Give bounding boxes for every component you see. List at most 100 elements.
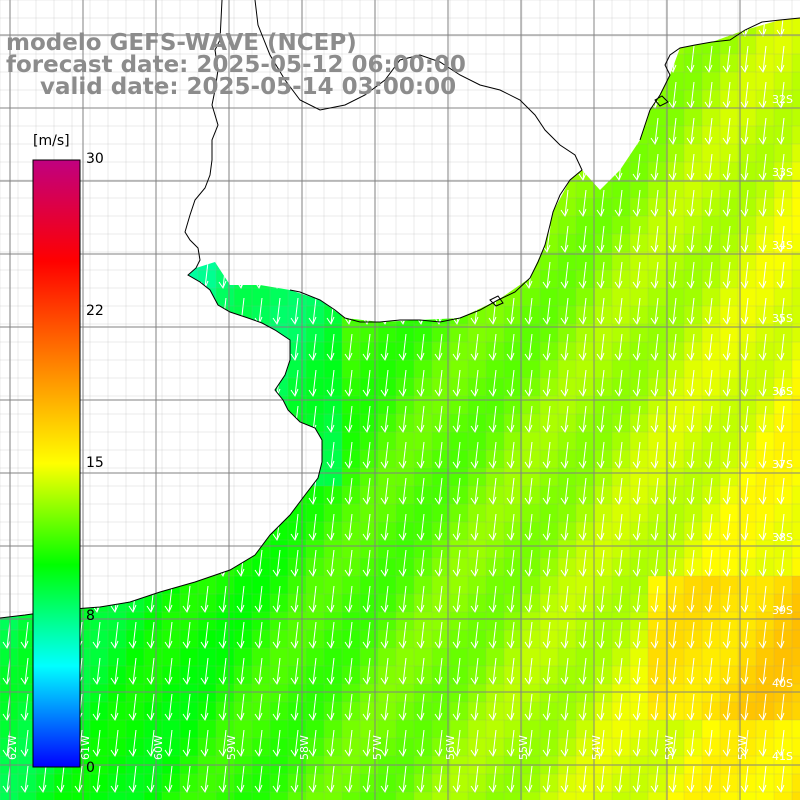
wind-arrow <box>380 297 389 326</box>
speed-cell <box>252 432 270 450</box>
wind-arrow <box>2 441 11 470</box>
speed-cell <box>522 162 540 180</box>
speed-cell <box>576 0 594 18</box>
speed-cell <box>738 540 756 558</box>
speed-cell <box>612 432 630 450</box>
wind-arrow <box>596 45 605 74</box>
wind-arrow <box>380 189 389 218</box>
wind-arrow <box>380 225 389 254</box>
wind-arrow <box>110 477 119 506</box>
speed-cell <box>630 792 648 800</box>
speed-cell <box>90 198 108 216</box>
speed-cell <box>234 450 252 468</box>
speed-cell <box>666 792 684 800</box>
speed-cell <box>468 288 486 306</box>
speed-cell <box>486 54 504 72</box>
speed-cell <box>414 540 432 558</box>
speed-cell <box>234 540 252 558</box>
speed-cell <box>144 522 162 540</box>
speed-cell <box>306 432 324 450</box>
speed-cell <box>630 720 648 738</box>
speed-cell <box>450 216 468 234</box>
speed-cell <box>144 558 162 576</box>
speed-cell <box>252 342 270 360</box>
wind-arrow <box>380 261 389 290</box>
speed-cell <box>216 378 234 396</box>
speed-cell <box>450 720 468 738</box>
lon-label: 56W <box>444 735 457 760</box>
speed-cell <box>450 180 468 198</box>
speed-cell <box>54 792 72 800</box>
speed-cell <box>468 162 486 180</box>
speed-cell <box>720 432 738 450</box>
speed-cell <box>162 648 180 666</box>
speed-cell <box>576 324 594 342</box>
speed-cell <box>90 180 108 198</box>
wind-arrow <box>362 297 371 326</box>
wind-arrow <box>200 189 209 218</box>
speed-cell <box>126 540 144 558</box>
speed-cell <box>774 684 792 702</box>
speed-cell <box>792 612 800 630</box>
speed-cell <box>270 450 288 468</box>
speed-cell <box>486 360 504 378</box>
speed-cell <box>198 558 216 576</box>
speed-cell <box>216 432 234 450</box>
wind-arrow <box>614 45 623 74</box>
speed-cell <box>738 648 756 666</box>
speed-cell <box>180 162 198 180</box>
speed-cell <box>684 324 702 342</box>
speed-cell <box>216 558 234 576</box>
speed-cell <box>324 504 342 522</box>
speed-cell <box>216 468 234 486</box>
speed-cell <box>378 234 396 252</box>
speed-cell <box>558 504 576 522</box>
speed-cell <box>450 126 468 144</box>
speed-cell <box>504 162 522 180</box>
speed-cell <box>144 126 162 144</box>
speed-cell <box>486 324 504 342</box>
wind-arrow <box>290 189 299 218</box>
speed-cell <box>738 324 756 342</box>
speed-cell <box>432 252 450 270</box>
speed-cell <box>306 648 324 666</box>
wind-arrow <box>686 18 695 38</box>
speed-cell <box>324 432 342 450</box>
wind-arrow <box>146 477 155 506</box>
speed-cell <box>342 108 360 126</box>
speed-cell <box>414 360 432 378</box>
speed-cell <box>234 720 252 738</box>
speed-cell <box>756 612 774 630</box>
speed-cell <box>522 72 540 90</box>
speed-cell <box>666 504 684 522</box>
wind-arrow <box>560 45 569 74</box>
wind-arrow <box>236 189 245 218</box>
speed-cell <box>162 486 180 504</box>
wind-arrow <box>704 18 713 38</box>
speed-cell <box>558 36 576 54</box>
speed-cell <box>666 180 684 198</box>
speed-cell <box>270 684 288 702</box>
speed-cell <box>414 180 432 198</box>
speed-cell <box>504 360 522 378</box>
speed-cell <box>774 72 792 90</box>
speed-cell <box>162 414 180 432</box>
speed-cell <box>396 306 414 324</box>
wind-arrow <box>164 225 173 254</box>
speed-cell <box>648 720 666 738</box>
wind-arrow <box>200 297 209 326</box>
speed-cell <box>738 576 756 594</box>
speed-cell <box>468 198 486 216</box>
speed-cell <box>666 0 684 18</box>
speed-cell <box>234 396 252 414</box>
speed-cell <box>486 180 504 198</box>
speed-cell <box>162 306 180 324</box>
speed-cell <box>180 378 198 396</box>
speed-cell <box>216 486 234 504</box>
speed-cell <box>576 18 594 36</box>
speed-cell <box>648 144 666 162</box>
wind-arrow <box>92 405 101 434</box>
speed-cell <box>684 540 702 558</box>
speed-cell <box>144 504 162 522</box>
wind-arrow <box>344 189 353 218</box>
